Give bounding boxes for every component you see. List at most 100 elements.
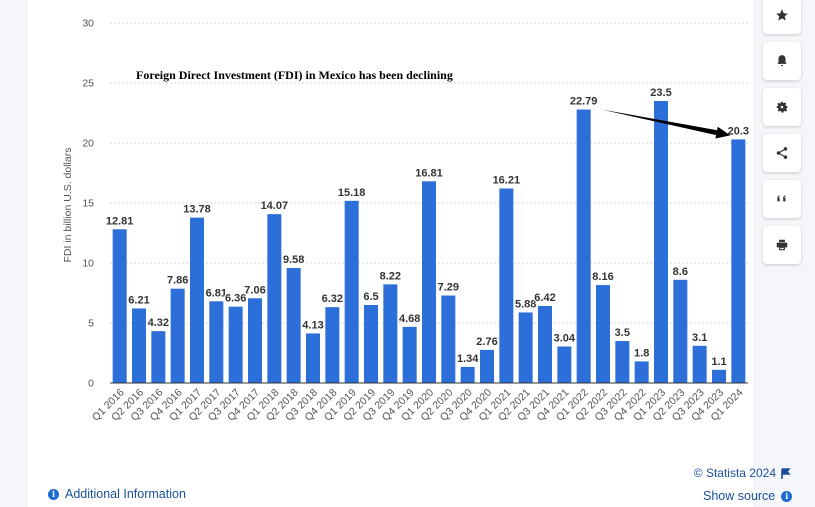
statista-credit[interactable]: © Statista 2024 (694, 466, 791, 480)
value-label: 4.32 (148, 317, 169, 329)
value-label: 1.8 (634, 347, 649, 359)
value-label: 3.04 (554, 333, 576, 345)
bar (712, 369, 726, 383)
value-label: 6.5 (363, 291, 378, 303)
bar (422, 181, 436, 383)
value-label: 1.1 (711, 356, 726, 368)
value-label: 12.81 (106, 215, 134, 227)
bar (518, 312, 533, 383)
value-label: 5.88 (515, 298, 536, 310)
print-button[interactable] (763, 226, 801, 264)
value-label: 3.1 (692, 332, 707, 344)
bar (383, 284, 398, 383)
value-label: 23.5 (650, 87, 671, 99)
bar (634, 361, 649, 383)
value-label: 6.36 (225, 293, 246, 305)
y-tick-label: 5 (88, 318, 94, 330)
credit-text: © Statista 2024 (693, 466, 776, 480)
bar (615, 341, 630, 383)
info-icon: i (48, 488, 59, 500)
value-label: 1.34 (457, 353, 479, 365)
flag-icon (781, 467, 791, 479)
bar (306, 333, 320, 383)
value-label: 7.29 (438, 282, 459, 294)
bar (170, 288, 185, 383)
decline-arrow (601, 109, 731, 139)
additional-information-label: Additional Information (65, 487, 186, 501)
share-button[interactable] (763, 134, 801, 172)
y-tick-label: 15 (82, 198, 94, 210)
bars (112, 101, 746, 384)
star-icon (776, 9, 788, 21)
y-tick-label: 10 (82, 258, 94, 270)
bar (692, 345, 707, 383)
notification-button[interactable] (763, 42, 801, 80)
value-label: 20.3 (728, 125, 749, 137)
value-label: 14.07 (261, 200, 289, 212)
y-axis-label: FDI in billion U.S. dollars (62, 148, 74, 263)
bar (673, 279, 688, 383)
bar (132, 308, 146, 383)
bar (228, 306, 243, 383)
value-label: 7.86 (167, 275, 188, 287)
value-label: 8.6 (673, 266, 688, 278)
bar (596, 285, 610, 383)
bar (209, 301, 224, 383)
bar (112, 229, 127, 383)
y-tick-label: 20 (82, 138, 94, 150)
show-source-label: Show source (703, 489, 776, 503)
printer-icon (776, 239, 788, 251)
bar (402, 326, 417, 383)
bar (364, 305, 378, 383)
favorite-button[interactable] (763, 0, 801, 34)
bar (190, 217, 204, 383)
bar (538, 305, 552, 383)
y-tick-label: 25 (82, 78, 94, 90)
bar (344, 200, 359, 383)
settings-button[interactable] (763, 88, 801, 126)
bar (499, 188, 514, 383)
cite-button[interactable] (763, 180, 801, 218)
bar (325, 307, 340, 383)
arrow-shaft (601, 109, 718, 136)
value-label: 7.06 (244, 284, 265, 296)
bar (576, 109, 591, 384)
value-label: 6.42 (534, 292, 555, 304)
value-label: 8.22 (380, 270, 401, 282)
y-tick-label: 30 (82, 18, 94, 30)
additional-information-link[interactable]: i Additional Information (48, 487, 186, 501)
value-label: 4.68 (399, 313, 420, 325)
bar (654, 101, 668, 383)
bell-icon (777, 55, 787, 67)
value-label: 2.76 (476, 336, 497, 348)
value-label: 3.5 (615, 327, 630, 339)
show-source-link[interactable]: Show source i (703, 489, 793, 503)
chart-card (28, 0, 753, 507)
value-label: 4.13 (302, 319, 323, 331)
share-icon (776, 147, 788, 159)
value-label: 22.79 (570, 96, 598, 108)
bar (286, 268, 301, 383)
bar (441, 295, 456, 383)
bar (151, 331, 166, 383)
gear-icon (776, 101, 788, 113)
value-label: 8.16 (592, 271, 613, 283)
value-label: 16.21 (493, 174, 521, 186)
value-label: 15.18 (338, 187, 366, 199)
bar (480, 349, 494, 383)
value-labels: 12.81 6.21 4.32 7.86 13.78 6.816.367.06 14.07 9… (105, 86, 751, 369)
bar (557, 346, 572, 383)
value-label: 13.78 (183, 204, 211, 216)
bar (248, 298, 262, 383)
value-label: 6.21 (128, 294, 149, 306)
bar (460, 366, 475, 383)
info-icon: i (781, 490, 793, 502)
y-tick-label: 0 (88, 378, 94, 390)
value-label: 6.81 (206, 287, 227, 299)
y-axis-ticks: 0 5 10 15 20 25 30 (82, 18, 94, 390)
value-label: 6.32 (322, 293, 343, 305)
bar (267, 214, 282, 383)
bar (731, 139, 746, 383)
